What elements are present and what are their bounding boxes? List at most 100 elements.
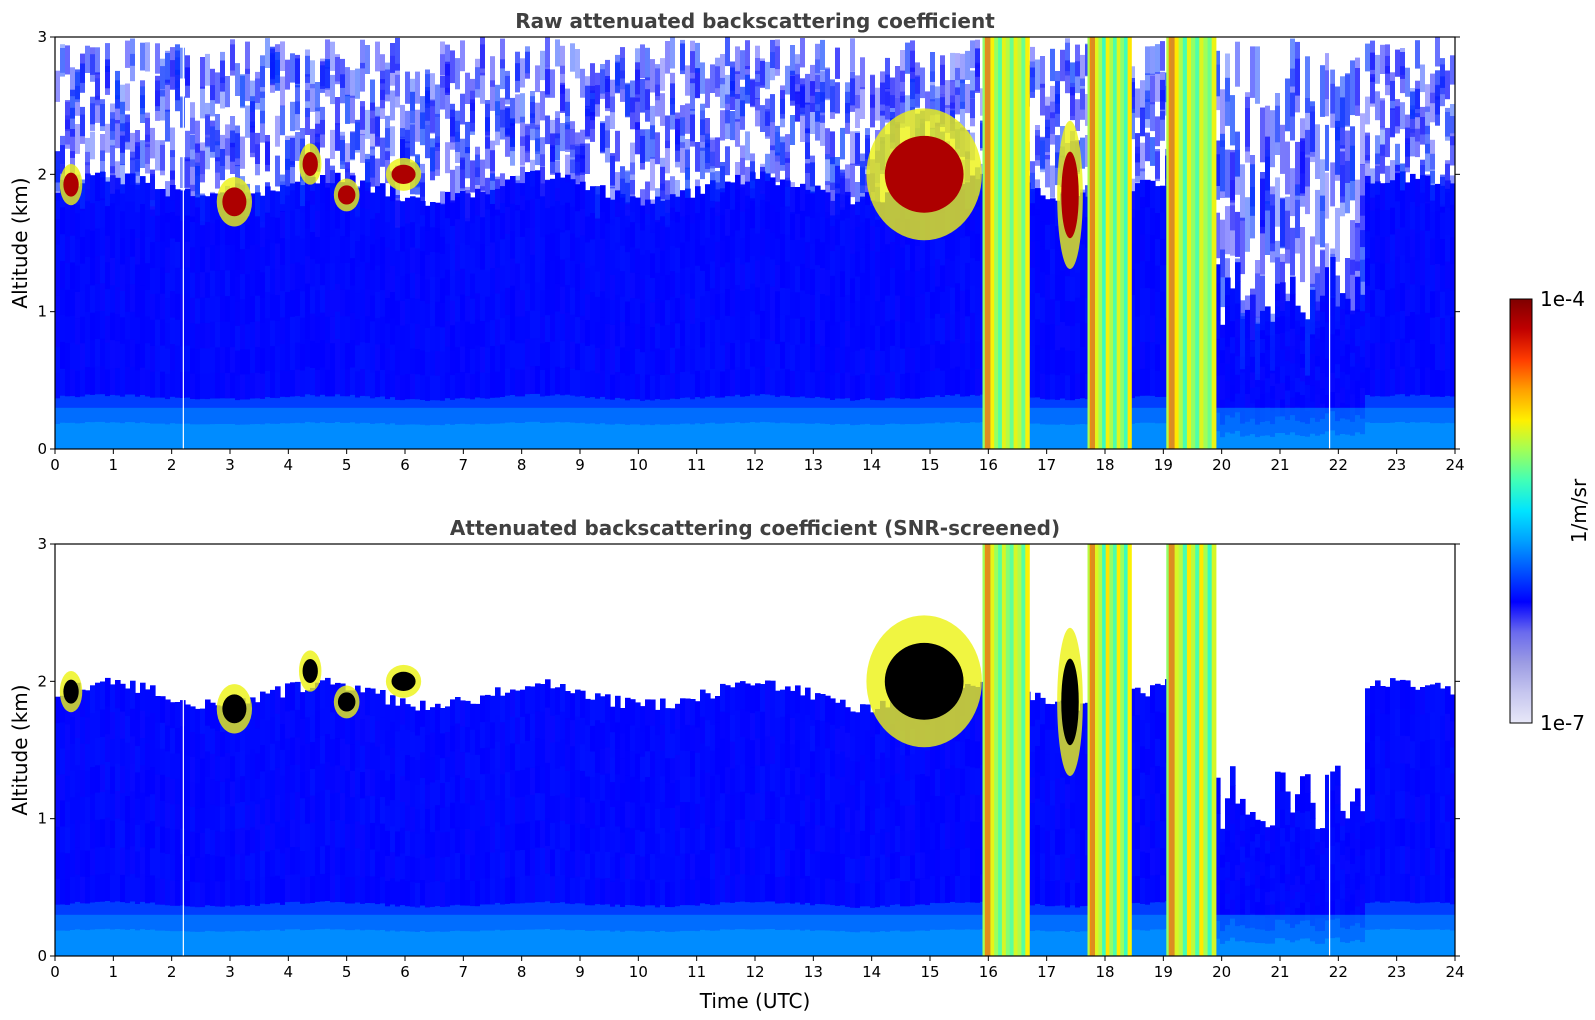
- noise-cell: [200, 57, 205, 89]
- backscatter-cell: [1150, 314, 1156, 343]
- backscatter-cell: [245, 804, 251, 831]
- backscatter-cell: [920, 371, 926, 398]
- backscatter-cell: [185, 830, 191, 856]
- noise-cell: [540, 137, 545, 167]
- backscatter-cell: [95, 172, 101, 201]
- noise-cell: [245, 105, 250, 138]
- noise-cell: [1305, 319, 1310, 376]
- backscatter-cell: [785, 234, 791, 262]
- backscatter-cell: [1130, 242, 1136, 270]
- noise-cell: [55, 160, 60, 192]
- backscatter-cell: [420, 349, 426, 376]
- backscatter-cell: [650, 350, 656, 376]
- backscatter-cell: [765, 338, 771, 367]
- noise-cell: [775, 152, 780, 183]
- backscatter-cell: [1265, 349, 1271, 365]
- backscatter-cell: [425, 327, 431, 353]
- backscatter-cell: [325, 789, 331, 818]
- noise-cell: [775, 39, 780, 70]
- backscatter-cell: [690, 222, 696, 249]
- noise-cell: [665, 140, 670, 174]
- backscatter-cell: [235, 828, 241, 855]
- backscatter-cell: [1370, 236, 1376, 264]
- noise-cell: [1405, 67, 1410, 97]
- backscatter-cell: [1395, 255, 1401, 284]
- raw-panel-title: Raw attenuated backscattering coefficien…: [515, 9, 995, 33]
- backscatter-cell: [130, 338, 136, 367]
- backscatter-cell: [300, 369, 306, 397]
- backscatter-cell: [110, 847, 116, 876]
- backscatter-cell: [470, 298, 476, 324]
- noise-cell: [315, 123, 320, 153]
- backscatter-cell: [865, 192, 871, 219]
- backscatter-cell: [230, 218, 236, 245]
- aerosol-layer-core: [391, 164, 416, 184]
- backscatter-cell: [820, 215, 826, 243]
- backscatter-cell: [345, 743, 351, 771]
- cloud-column: [1120, 37, 1125, 449]
- backscatter-cell: [200, 347, 206, 374]
- noise-cell: [360, 39, 365, 69]
- backscatter-cell: [875, 300, 881, 326]
- backscatter-cell: [195, 272, 201, 299]
- backscatter-cell: [285, 343, 291, 371]
- noise-cell: [900, 50, 905, 82]
- backscatter-cell: [620, 347, 626, 374]
- backscatter-cell: [245, 373, 251, 400]
- noise-cell: [535, 138, 540, 166]
- backscatter-cell: [945, 312, 951, 341]
- backscatter-cell: [650, 228, 656, 254]
- noise-cell: [1250, 46, 1255, 98]
- backscatter-cell: [315, 236, 321, 264]
- backscatter-cell: [120, 711, 126, 739]
- backscatter-cell: [365, 687, 371, 716]
- backscatter-cell: [1350, 324, 1356, 339]
- backscatter-cell: [105, 315, 111, 343]
- noise-cell: [1065, 42, 1070, 76]
- backscatter-cell: [475, 292, 481, 320]
- backscatter-cell: [355, 847, 361, 876]
- backscatter-cell: [495, 319, 501, 346]
- noise-cell: [440, 203, 445, 237]
- noise-cell: [1325, 243, 1330, 290]
- backscatter-cell: [365, 795, 371, 823]
- backscatter-cell: [515, 262, 521, 291]
- backscatter-cell: [340, 874, 346, 903]
- backscatter-cell: [830, 300, 836, 326]
- backscatter-cell: [865, 346, 871, 373]
- backscatter-cell: [960, 237, 966, 265]
- noise-cell: [760, 58, 765, 86]
- backscatter-cell: [95, 255, 101, 284]
- backscatter-cell: [505, 341, 511, 369]
- noise-cell: [610, 155, 615, 189]
- backscatter-cell: [805, 293, 811, 321]
- backscatter-cell: [1355, 345, 1361, 364]
- noise-cell: [690, 78, 695, 111]
- backscatter-cell: [1330, 295, 1336, 316]
- noise-cell: [1040, 137, 1045, 170]
- backscatter-cell: [930, 317, 936, 345]
- noise-cell: [1450, 55, 1455, 85]
- noise-cell: [1425, 84, 1430, 112]
- backscatter-cell: [360, 876, 366, 904]
- backscatter-cell: [395, 324, 401, 351]
- backscatter-cell: [205, 347, 211, 374]
- noise-cell: [1290, 68, 1295, 117]
- noise-cell: [410, 91, 415, 124]
- backscatter-cell: [205, 853, 211, 880]
- backscatter-cell: [685, 266, 691, 294]
- backscatter-cell: [675, 297, 681, 324]
- noise-cell: [1330, 83, 1335, 128]
- noise-cell: [785, 177, 790, 207]
- backscatter-cell: [205, 221, 211, 248]
- backscatter-cell: [155, 215, 161, 242]
- backscatter-cell: [1425, 312, 1431, 341]
- noise-cell: [845, 164, 850, 196]
- backscatter-cell: [420, 250, 426, 276]
- noise-cell: [335, 54, 340, 82]
- backscatter-cell: [225, 321, 231, 348]
- backscatter-cell: [1215, 301, 1221, 321]
- noise-cell: [545, 37, 550, 67]
- backscatter-cell: [385, 754, 391, 781]
- noise-cell: [810, 155, 815, 187]
